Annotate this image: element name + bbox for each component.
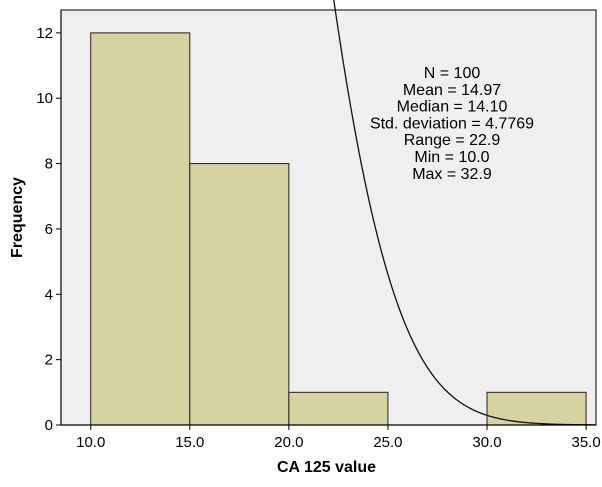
stats-line: Mean = 14.97: [403, 82, 501, 99]
x-tick-label: 35.0: [571, 434, 600, 451]
y-tick-label: 2: [45, 352, 53, 369]
x-tick-label: 30.0: [472, 434, 501, 451]
stats-line: N = 100: [424, 65, 481, 82]
histogram-bar-10-15: [90, 32, 191, 426]
y-tick-label: 0: [45, 417, 53, 434]
x-tick-label: 25.0: [373, 434, 402, 451]
x-axis-title: CA 125 value: [277, 459, 376, 476]
histogram-bar-20-25: [288, 391, 389, 426]
stats-line: Range = 22.9: [404, 132, 501, 149]
stats-line: Min = 10.0: [414, 149, 489, 166]
y-tick-label: 8: [45, 156, 53, 173]
y-tick-label: 6: [45, 221, 53, 238]
x-tick-label: 10.0: [76, 434, 105, 451]
histogram-bar-15-20: [189, 163, 290, 426]
histogram-bars: [90, 32, 587, 426]
stats-line: Median = 14.10: [397, 99, 508, 116]
y-axis-ticks: 0 2 4 6 8 10 12: [36, 25, 61, 434]
y-tick-label: 12: [36, 25, 53, 42]
histogram-bar-30-35: [486, 391, 587, 426]
y-axis-title: Frequency: [9, 177, 26, 258]
y-tick-label: 4: [45, 286, 53, 303]
stats-line: Max = 32.9: [412, 166, 492, 183]
x-tick-label: 20.0: [274, 434, 303, 451]
x-tick-label: 15.0: [175, 434, 204, 451]
x-axis-ticks: 10.0 15.0 20.0 25.0 30.0 35.0: [76, 425, 601, 451]
normal-curve-line: [333, 0, 597, 426]
stats-line: Std. deviation = 4.7769: [370, 115, 534, 132]
y-tick-label: 10: [36, 90, 53, 107]
